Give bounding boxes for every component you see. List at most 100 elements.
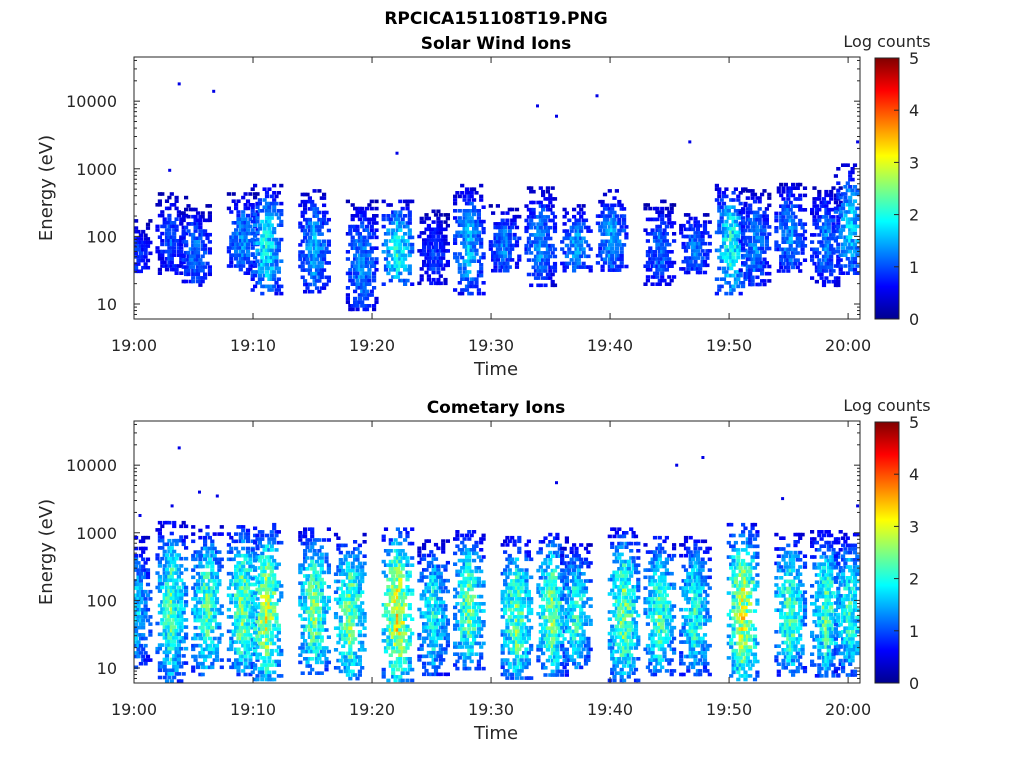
heatmap-cell <box>353 254 357 258</box>
x-tick-label: 19:00 <box>111 336 157 355</box>
heatmap-cell <box>534 262 538 266</box>
heatmap-cell <box>298 596 302 600</box>
heatmap-cell <box>827 230 831 234</box>
heatmap-cell <box>527 273 531 277</box>
heatmap-cell <box>717 191 721 195</box>
heatmap-cell <box>453 195 457 199</box>
heatmap-cell <box>565 244 569 248</box>
heatmap-cell <box>184 604 188 608</box>
heatmap-cell <box>320 556 324 560</box>
heatmap-cell <box>665 254 669 258</box>
heatmap-cell <box>141 565 145 569</box>
heatmap-cell <box>229 597 233 601</box>
heatmap-cell <box>217 583 221 587</box>
heatmap-cell <box>779 226 783 230</box>
heatmap-cell <box>144 612 148 616</box>
colorbar-tick-label: 4 <box>909 101 919 120</box>
heatmap-cell <box>258 227 262 231</box>
heatmap-cell <box>163 217 167 221</box>
heatmap-cell <box>734 241 738 245</box>
heatmap-cell <box>182 229 186 233</box>
heatmap-cell <box>196 251 200 255</box>
heatmap-cell <box>172 525 176 529</box>
heatmap-cell <box>298 258 302 262</box>
heatmap-cell <box>163 665 167 669</box>
heatmap-cell <box>546 190 550 194</box>
heatmap-cell <box>272 559 276 563</box>
heatmap-cell <box>303 279 307 283</box>
heatmap-cell <box>855 217 859 221</box>
heatmap-cell <box>322 193 326 197</box>
heatmap-cell <box>270 545 274 549</box>
heatmap-cell <box>453 209 457 213</box>
heatmap-cell <box>432 235 436 239</box>
heatmap-cell <box>175 579 179 583</box>
heatmap-cell <box>277 267 281 271</box>
heatmap-cell <box>310 556 314 560</box>
heatmap-cell <box>258 653 262 657</box>
heatmap-cell <box>217 626 221 630</box>
heatmap-cell <box>165 582 169 586</box>
heatmap-cell <box>303 207 307 211</box>
heatmap-cell <box>810 255 814 259</box>
heatmap-cell <box>372 232 376 236</box>
heatmap-cell <box>274 213 278 217</box>
heatmap-cell <box>370 250 374 254</box>
heatmap-cell <box>165 543 169 547</box>
heatmap-cell <box>236 669 240 673</box>
heatmap-cell <box>177 654 181 658</box>
heatmap-cell <box>355 214 359 218</box>
heatmap-cell <box>241 264 245 268</box>
heatmap-cell <box>372 264 376 268</box>
heatmap-cell <box>341 652 345 656</box>
heatmap-cell <box>215 586 219 590</box>
heatmap-cell <box>270 234 274 238</box>
heatmap-cell <box>270 213 274 217</box>
heatmap-cell <box>260 537 264 541</box>
heatmap-cell <box>167 196 171 200</box>
heatmap-cell <box>198 612 202 616</box>
heatmap-cell <box>205 550 209 554</box>
heatmap-cell <box>208 637 212 641</box>
heatmap-cell <box>372 304 376 308</box>
heatmap-cell <box>334 648 338 652</box>
heatmap-cell <box>205 565 209 569</box>
heatmap-cell <box>841 228 845 232</box>
heatmap-cell <box>527 248 531 252</box>
heatmap-cell <box>458 209 462 213</box>
heatmap-cell <box>196 255 200 259</box>
heatmap-cell <box>313 236 317 240</box>
heatmap-cell <box>194 604 198 608</box>
heatmap-cell <box>824 233 828 237</box>
heatmap-cell <box>853 261 857 265</box>
heatmap-cell <box>232 633 236 637</box>
heatmap-cell <box>458 195 462 199</box>
heatmap-cell <box>139 651 143 655</box>
heatmap-cell <box>643 207 647 211</box>
heatmap-cell <box>482 205 486 209</box>
heatmap-cell <box>322 596 326 600</box>
heatmap-cell <box>241 210 245 214</box>
heatmap-cell <box>372 272 376 276</box>
heatmap-cell <box>160 232 164 236</box>
heatmap-cell <box>396 268 400 272</box>
heatmap-cell <box>229 547 233 551</box>
heatmap-cell <box>727 281 731 285</box>
heatmap-cell <box>208 622 212 626</box>
heatmap-cell <box>191 554 195 558</box>
heatmap-cell <box>529 186 533 190</box>
heatmap-cell <box>746 225 750 229</box>
heatmap-cell <box>244 612 248 616</box>
heatmap-cell <box>270 548 274 552</box>
heatmap-cell <box>267 559 271 563</box>
heatmap-cell <box>358 232 362 236</box>
heatmap-cell <box>367 243 371 247</box>
heatmap-cell <box>139 586 143 590</box>
heatmap-cell <box>567 262 571 266</box>
heatmap-cell <box>739 268 743 272</box>
heatmap-cell <box>163 629 167 633</box>
heatmap-cell <box>322 650 326 654</box>
heatmap-cell <box>241 619 245 623</box>
heatmap-cell <box>320 585 324 589</box>
heatmap-cell <box>270 663 274 667</box>
